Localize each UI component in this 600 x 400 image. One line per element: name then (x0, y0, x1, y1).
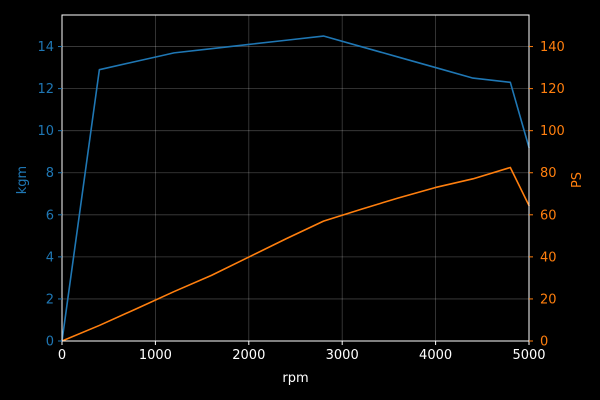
series-lines (61, 35, 530, 342)
right-y-tick-label: 100 (540, 124, 565, 139)
right-y-tick-label: 0 (540, 335, 548, 350)
x-tick-label: 0 (58, 348, 66, 363)
x-tick-label: 4000 (419, 348, 452, 363)
left-y-tick-label: 4 (46, 250, 54, 265)
left-y-tick-label: 2 (46, 292, 54, 307)
left-y-tick-label: 14 (37, 40, 54, 55)
left-y-tick-label: 6 (46, 208, 54, 223)
x-tick-label: 2000 (232, 348, 265, 363)
left-y-tick-label: 12 (37, 82, 54, 97)
x-axis-label: rpm (282, 371, 308, 386)
right-y-axis-ticks: 0 20 40 60 80 100 120 140 (529, 40, 565, 350)
right-y-tick-label: 40 (540, 250, 557, 265)
x-tick-label: 1000 (139, 348, 172, 363)
left-y-axis-ticks: 0 2 4 6 8 10 12 14 (37, 40, 62, 350)
torque-series-line (61, 35, 530, 342)
left-y-tick-label: 8 (46, 166, 54, 181)
left-y-tick-label: 0 (46, 335, 54, 350)
left-y-tick-label: 10 (37, 124, 54, 139)
x-tick-label: 5000 (512, 348, 545, 363)
left-y-axis-label: kgm (15, 166, 30, 194)
right-y-axis-label: PS (570, 172, 585, 188)
x-tick-label: 3000 (326, 348, 359, 363)
plot-frame (61, 14, 530, 342)
right-y-tick-label: 120 (540, 82, 565, 97)
right-y-tick-label: 140 (540, 40, 565, 55)
x-axis-ticks: 0 1000 2000 3000 4000 5000 (58, 341, 546, 363)
power-series-line (61, 166, 530, 342)
right-y-tick-label: 80 (540, 166, 557, 181)
right-y-tick-label: 60 (540, 208, 557, 223)
right-y-tick-label: 20 (540, 292, 557, 307)
